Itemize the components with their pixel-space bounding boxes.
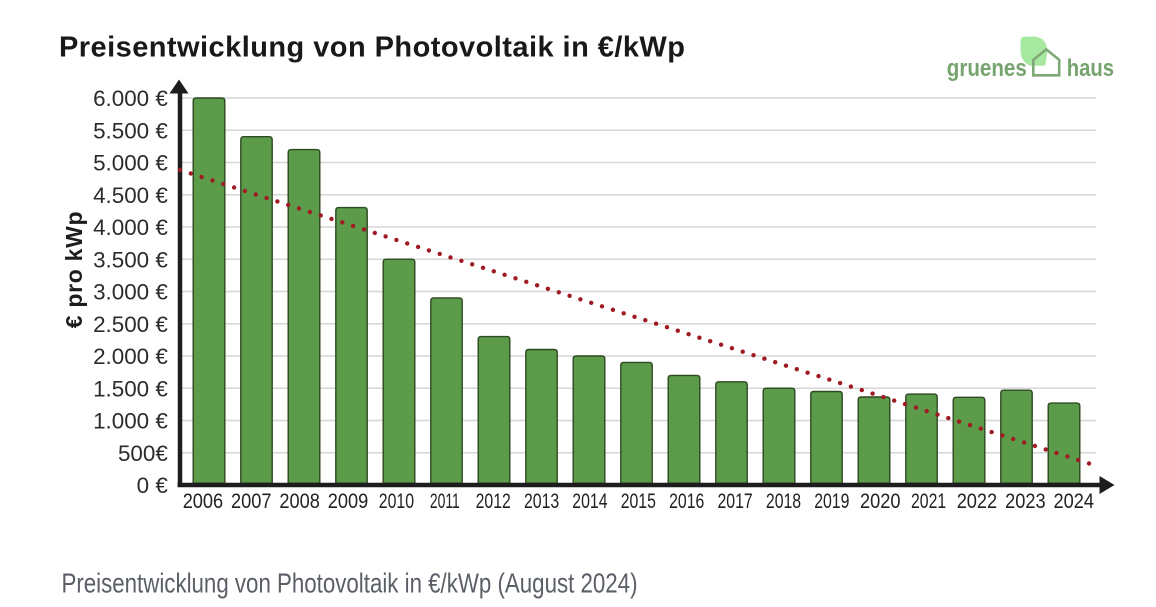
svg-text:6.000 €: 6.000 €	[93, 86, 168, 111]
svg-text:2010: 2010	[379, 489, 414, 513]
svg-text:2007: 2007	[231, 489, 272, 513]
svg-text:2014: 2014	[572, 489, 607, 513]
svg-text:2020: 2020	[860, 489, 901, 513]
svg-text:2021: 2021	[911, 489, 946, 513]
svg-text:3.500 €: 3.500 €	[93, 247, 168, 272]
svg-text:€ pro kWp: € pro kWp	[61, 211, 87, 328]
svg-text:1.500 €: 1.500 €	[93, 376, 168, 401]
svg-text:2008: 2008	[279, 489, 320, 513]
svg-text:haus: haus	[1067, 55, 1114, 82]
svg-text:2024: 2024	[1054, 489, 1095, 513]
svg-text:4.500 €: 4.500 €	[93, 183, 168, 208]
svg-text:2009: 2009	[328, 489, 369, 513]
svg-text:2.500 €: 2.500 €	[93, 312, 168, 337]
svg-text:2013: 2013	[524, 489, 559, 513]
svg-text:500€: 500€	[118, 441, 168, 466]
svg-text:2015: 2015	[621, 489, 656, 513]
svg-text:2016: 2016	[669, 489, 704, 513]
svg-text:2019: 2019	[814, 489, 849, 513]
svg-text:2022: 2022	[957, 489, 998, 513]
svg-text:2012: 2012	[476, 489, 511, 513]
svg-text:5.500 €: 5.500 €	[93, 118, 168, 143]
svg-text:2018: 2018	[766, 489, 801, 513]
svg-text:Preisentwicklung von Photovolt: Preisentwicklung von Photovoltaik in €/k…	[59, 32, 685, 64]
svg-text:0 €: 0 €	[137, 473, 169, 498]
svg-text:2.000 €: 2.000 €	[93, 344, 168, 369]
svg-text:3.000 €: 3.000 €	[93, 280, 168, 305]
svg-text:5.000 €: 5.000 €	[93, 151, 168, 176]
svg-text:gruenes: gruenes	[947, 55, 1027, 82]
svg-text:Preisentwicklung von Photovolt: Preisentwicklung von Photovoltaik in €/k…	[62, 568, 638, 599]
svg-text:2011: 2011	[430, 489, 460, 513]
svg-text:2023: 2023	[1005, 489, 1046, 513]
svg-text:4.000 €: 4.000 €	[93, 215, 168, 240]
svg-text:2017: 2017	[718, 489, 753, 513]
svg-text:1.000 €: 1.000 €	[93, 409, 168, 434]
svg-text:2006: 2006	[183, 489, 224, 513]
